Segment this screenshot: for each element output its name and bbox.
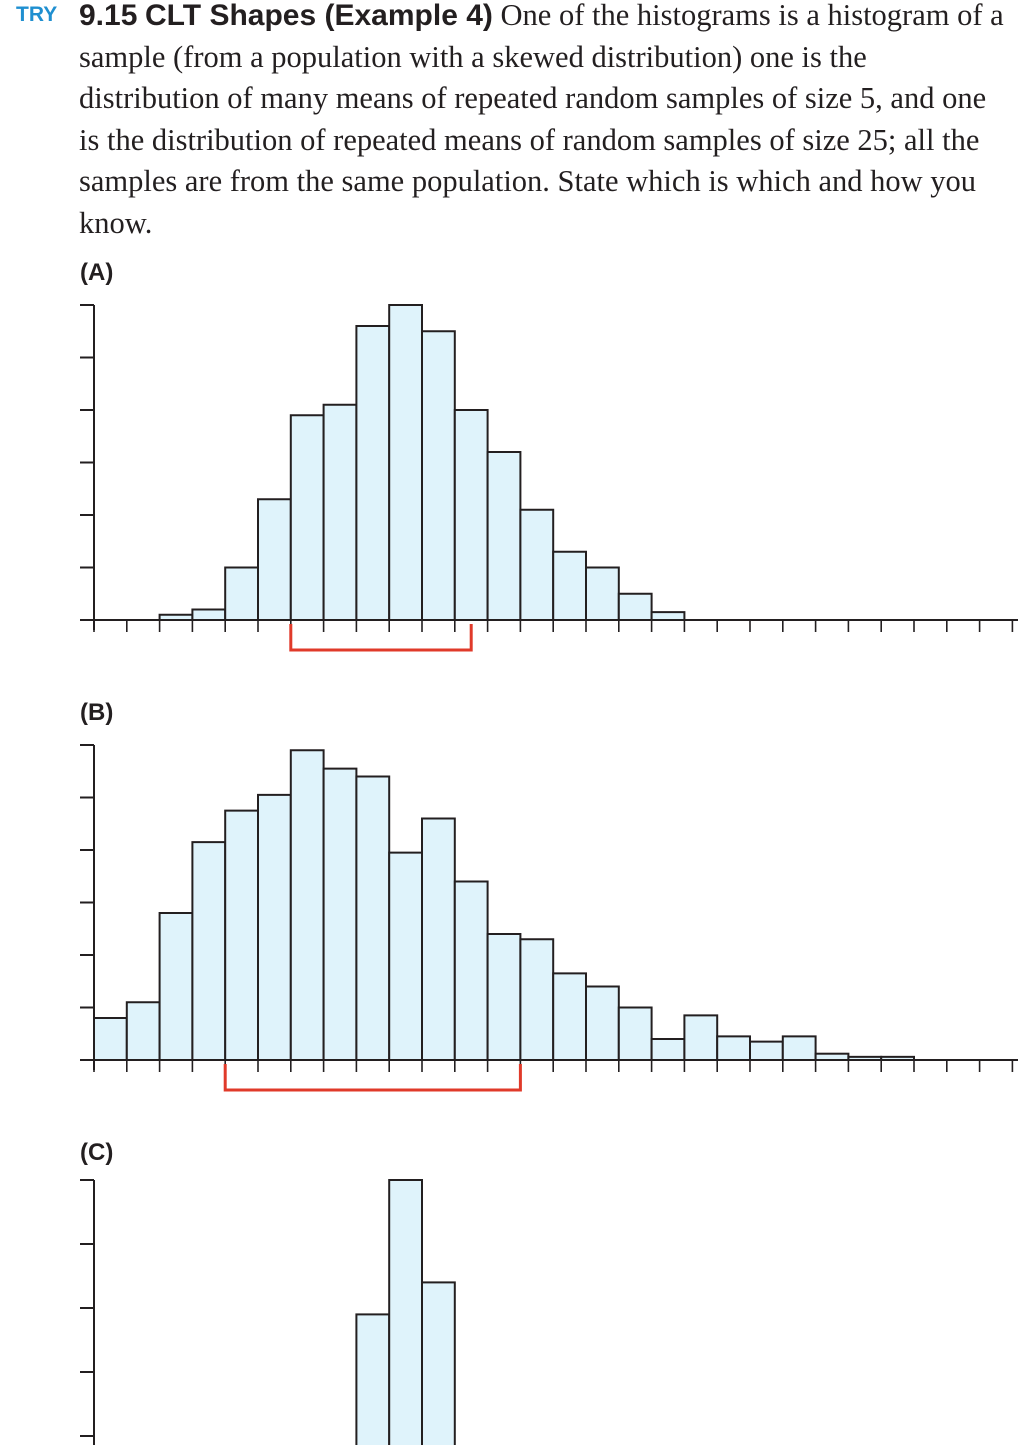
histogram-bar xyxy=(683,1014,719,1061)
histogram-bar xyxy=(716,1035,752,1061)
histogram-bar xyxy=(585,566,620,621)
histogram-bar xyxy=(421,817,456,1061)
histogram-bar xyxy=(486,451,522,621)
histogram-bar xyxy=(617,1006,653,1061)
histogram-bar xyxy=(191,841,227,1061)
problem-number: 9.15 xyxy=(79,0,138,32)
histogram-bar xyxy=(749,1040,784,1061)
histogram-bar xyxy=(617,592,653,621)
histogram-a xyxy=(80,304,1018,652)
histogram-bar xyxy=(421,1281,456,1445)
histogram-bar xyxy=(125,1001,161,1061)
histogram-bar xyxy=(388,304,424,621)
histogram-bar xyxy=(421,330,456,621)
histogram-bar xyxy=(289,749,325,1061)
try-label: TRY xyxy=(16,3,58,26)
panel-c-label: (C) xyxy=(80,1139,114,1166)
histogram-bar xyxy=(388,1179,424,1445)
histogram-bar xyxy=(191,608,227,621)
histogram-bar xyxy=(224,809,259,1061)
histogram-bar xyxy=(158,912,194,1061)
histogram-bar xyxy=(355,775,391,1061)
histogram-bar xyxy=(650,611,686,621)
histogram-bar xyxy=(388,851,424,1061)
histogram-bar xyxy=(519,938,555,1061)
problem-body: One of the histograms is a histogram of … xyxy=(79,0,1004,240)
histogram-c xyxy=(80,1179,456,1445)
panel-a-label: (A) xyxy=(80,259,114,286)
histogram-bar xyxy=(289,414,325,621)
histogram-bar xyxy=(486,933,522,1061)
histogram-bar xyxy=(519,508,555,621)
histogram-bar xyxy=(93,1017,128,1061)
histogram-bar xyxy=(355,325,391,621)
histogram-bar xyxy=(650,1038,686,1061)
histogram-b xyxy=(80,744,1018,1092)
range-bracket xyxy=(289,624,473,652)
range-bracket xyxy=(223,1064,522,1092)
histogram-bar xyxy=(552,550,588,621)
histogram-bar xyxy=(585,985,620,1061)
histogram-bar xyxy=(355,1313,391,1445)
panel-b-label: (B) xyxy=(80,699,114,726)
histogram-bar xyxy=(257,793,292,1061)
problem-text: 9.15 CLT Shapes (Example 4) One of the h… xyxy=(79,0,1014,244)
histogram-bar xyxy=(552,972,588,1061)
histogram-bar xyxy=(224,566,259,621)
problem-title: CLT Shapes (Example 4) xyxy=(145,0,493,32)
histogram-bar xyxy=(322,767,358,1061)
histogram-bar xyxy=(322,403,358,621)
histogram-bar xyxy=(453,409,489,621)
histogram-bar xyxy=(453,880,489,1061)
histogram-bar xyxy=(781,1035,817,1061)
histogram-bar xyxy=(257,498,292,621)
